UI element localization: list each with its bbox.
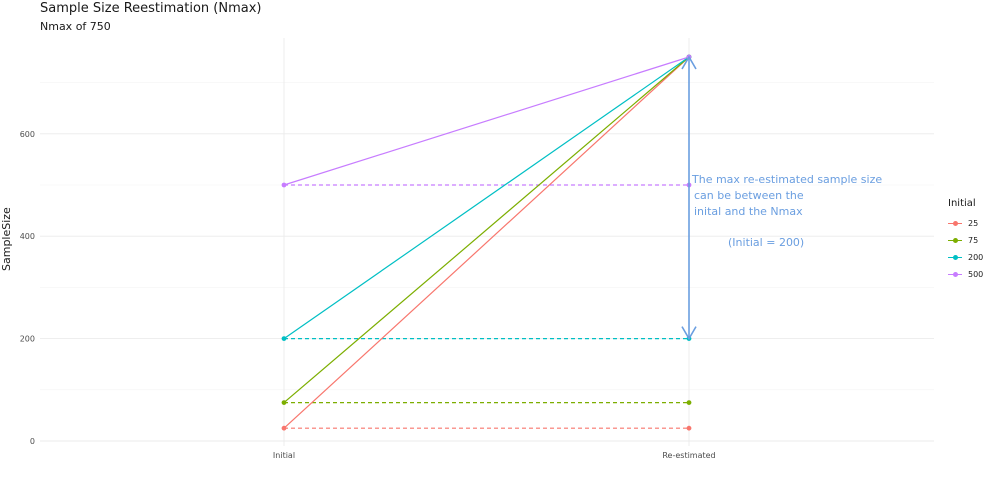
- annotation-arrow-head-bottom: [681, 326, 697, 341]
- legend: Initial 25 75 200 500: [948, 198, 983, 283]
- series-line: [283, 56, 690, 340]
- series-line: [283, 56, 690, 404]
- legend-item: 200: [948, 249, 983, 266]
- legend-label: 200: [968, 253, 984, 262]
- x-tick-label: Re-estimated: [662, 451, 715, 460]
- legend-key: [948, 219, 962, 229]
- data-point: [281, 400, 287, 405]
- legend-title: Initial: [948, 198, 976, 209]
- annotation-note: (Initial = 200): [728, 236, 804, 249]
- legend-items: 25 75 200 500: [948, 215, 983, 283]
- y-tick-label: 0: [30, 437, 35, 446]
- annotation-text: can be between the: [694, 189, 804, 202]
- legend-item: 75: [948, 232, 983, 249]
- y-tick-label: 600: [20, 130, 35, 139]
- legend-item: 500: [948, 266, 983, 283]
- legend-key: [948, 253, 962, 263]
- legend-label: 500: [968, 270, 984, 279]
- series-line: [283, 56, 690, 429]
- data-point: [686, 425, 692, 431]
- chart-title: Sample Size Reestimation (Nmax): [40, 1, 262, 16]
- data-point: [686, 400, 692, 405]
- legend-key: [948, 270, 962, 280]
- data-point: [281, 182, 287, 188]
- legend-label: 25: [968, 219, 979, 228]
- chart-subtitle: Nmax of 750: [40, 20, 111, 33]
- annotation-text: The max re-estimated sample size: [691, 173, 882, 186]
- annotation-text: inital and the Nmax: [694, 205, 803, 218]
- annotation-arrow-head-top: [681, 55, 697, 70]
- x-tick-label: Initial: [273, 451, 295, 460]
- data-point: [281, 425, 287, 431]
- legend-label: 75: [968, 236, 979, 245]
- y-tick-label: 400: [20, 232, 35, 241]
- legend-key: [948, 236, 962, 246]
- legend-item: 25: [948, 215, 983, 232]
- y-tick-label: 200: [20, 335, 35, 344]
- series-line: [283, 56, 690, 186]
- data-point: [281, 336, 287, 341]
